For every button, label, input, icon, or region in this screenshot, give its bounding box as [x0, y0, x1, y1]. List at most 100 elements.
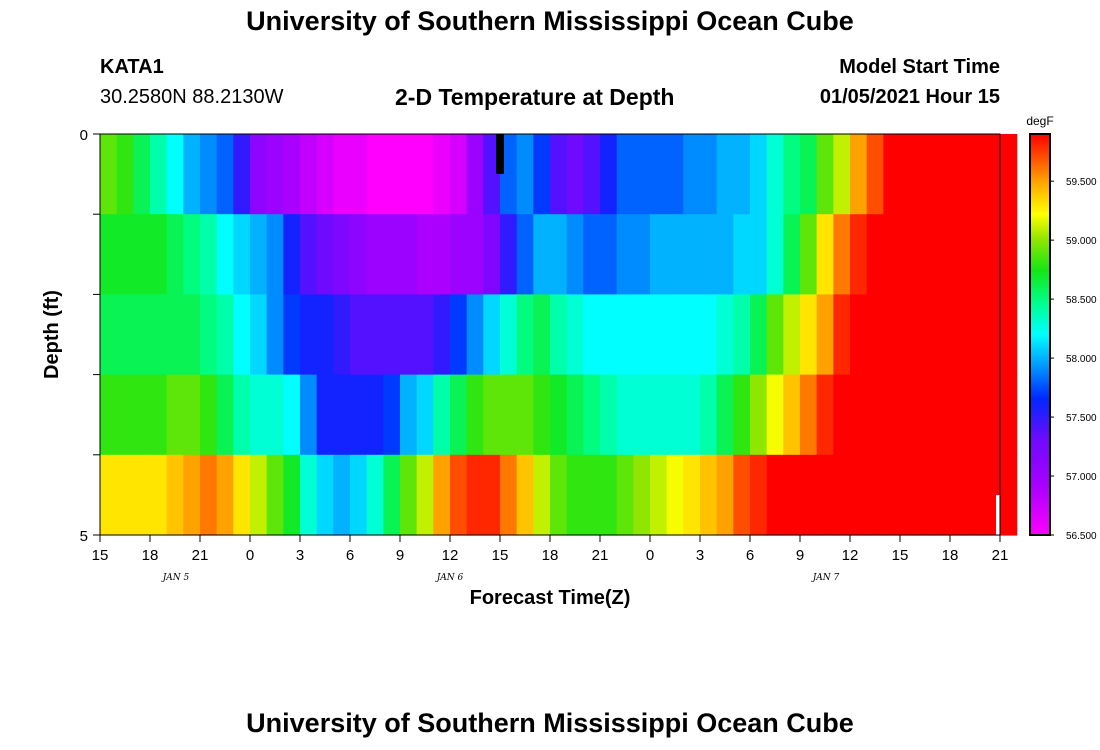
heatmap-cell	[916, 454, 934, 536]
x-tick-label: 3	[696, 547, 704, 564]
heatmap-cell	[266, 294, 284, 376]
heatmap-cell	[900, 454, 918, 536]
heatmap-cell	[616, 214, 634, 295]
heatmap-cell	[500, 134, 518, 215]
heatmap-cell	[366, 214, 384, 295]
heatmap-cell	[316, 454, 334, 536]
heatmap-cell	[550, 294, 568, 376]
heatmap-cell	[583, 374, 601, 456]
heatmap-cell	[616, 454, 634, 536]
heatmap-cell	[216, 134, 234, 215]
x-tick-label: 21	[592, 547, 609, 564]
heatmap-cell	[250, 214, 268, 295]
heatmap-cell	[350, 214, 368, 295]
heatmap-cell	[966, 294, 984, 376]
heatmap-cell	[733, 374, 751, 456]
heatmap-cell	[766, 374, 784, 456]
heatmap-cell	[283, 294, 301, 376]
heatmap-cell	[566, 294, 584, 376]
heatmap-cell	[416, 134, 434, 215]
heatmap-cell	[200, 454, 218, 536]
heatmap-cell	[833, 294, 851, 376]
x-tick-label: 9	[796, 547, 804, 564]
heatmap-cell	[566, 214, 584, 295]
heatmap-cell	[700, 294, 718, 376]
heatmap-cell	[200, 374, 218, 456]
colorbar	[1029, 133, 1051, 536]
heatmap-cell	[150, 214, 168, 295]
heatmap-cell	[266, 374, 284, 456]
heatmap-cell	[533, 294, 551, 376]
heatmap-cell	[566, 134, 584, 215]
heatmap-cell	[200, 134, 218, 215]
heatmap-cell	[800, 134, 818, 215]
x-tick-label: 15	[892, 547, 909, 564]
colorbar-tick-label: 58.000	[1066, 354, 1097, 365]
heatmap-cell	[250, 294, 268, 376]
heatmap-cell	[250, 374, 268, 456]
x-tick-label: 0	[246, 547, 254, 564]
heatmap-cell	[700, 374, 718, 456]
heatmap-cell	[800, 374, 818, 456]
page-title-bottom: University of Southern Mississippi Ocean…	[246, 708, 854, 738]
heatmap-cell	[483, 454, 501, 536]
heatmap-cell	[683, 294, 701, 376]
x-tick-label: 21	[992, 547, 1009, 564]
heatmap-cell	[616, 294, 634, 376]
model-start-value: 01/05/2021 Hour 15	[819, 86, 1000, 108]
heatmap-cell	[433, 454, 451, 536]
heatmap-cell	[766, 134, 784, 215]
heatmap-cell	[433, 214, 451, 295]
current-time-marker	[496, 134, 504, 174]
heatmap-cell	[866, 134, 884, 215]
heatmap-cell	[316, 134, 334, 215]
heatmap-cell	[716, 454, 734, 536]
heatmap-cell	[883, 374, 901, 456]
heatmap-cell	[966, 134, 984, 215]
heatmap-cell	[800, 454, 818, 536]
heatmap-cell	[450, 374, 468, 456]
heatmap-cell	[800, 214, 818, 295]
heatmap-cell	[750, 214, 768, 295]
heatmap-cell	[783, 134, 801, 215]
heatmap-cell	[883, 294, 901, 376]
x-tick-label: 3	[296, 547, 304, 564]
heatmap-cell	[400, 214, 418, 295]
heatmap-cell	[966, 214, 984, 295]
heatmap-cell	[816, 294, 834, 376]
heatmap-cell	[666, 134, 684, 215]
heatmap-cell	[766, 454, 784, 536]
heatmap-cell	[883, 454, 901, 536]
depth-layer-4	[100, 454, 1018, 536]
heatmap-cell	[866, 454, 884, 536]
heatmap-cell	[766, 294, 784, 376]
heatmap-cell	[483, 294, 501, 376]
heatmap-cell	[633, 294, 651, 376]
colorbar-tick-label: 59.500	[1066, 177, 1097, 188]
heatmap-cell	[816, 454, 834, 536]
heatmap-cell	[933, 294, 951, 376]
colorbar-tick-label: 57.000	[1066, 472, 1097, 483]
heatmap-cell	[216, 294, 234, 376]
heatmap-cell	[316, 374, 334, 456]
heatmap-cell	[933, 134, 951, 215]
heatmap-cell	[866, 374, 884, 456]
heatmap-cell	[616, 134, 634, 215]
heatmap-cell	[150, 454, 168, 536]
heatmap-cell	[833, 214, 851, 295]
heatmap-cell	[150, 294, 168, 376]
heatmap-cell	[100, 454, 151, 536]
heatmap-cell	[200, 214, 218, 295]
heatmap-cell	[783, 374, 801, 456]
heatmap-cell	[816, 134, 834, 215]
heatmap-cell	[433, 134, 451, 215]
heatmap-cell	[633, 374, 651, 456]
heatmap-cell	[583, 214, 601, 295]
heatmap-cell	[366, 134, 384, 215]
heatmap-cell	[650, 134, 668, 215]
heatmap-cell	[100, 214, 151, 295]
heatmap-cell	[666, 294, 684, 376]
heatmap-cell	[983, 294, 1001, 376]
heatmap-cell	[216, 374, 234, 456]
